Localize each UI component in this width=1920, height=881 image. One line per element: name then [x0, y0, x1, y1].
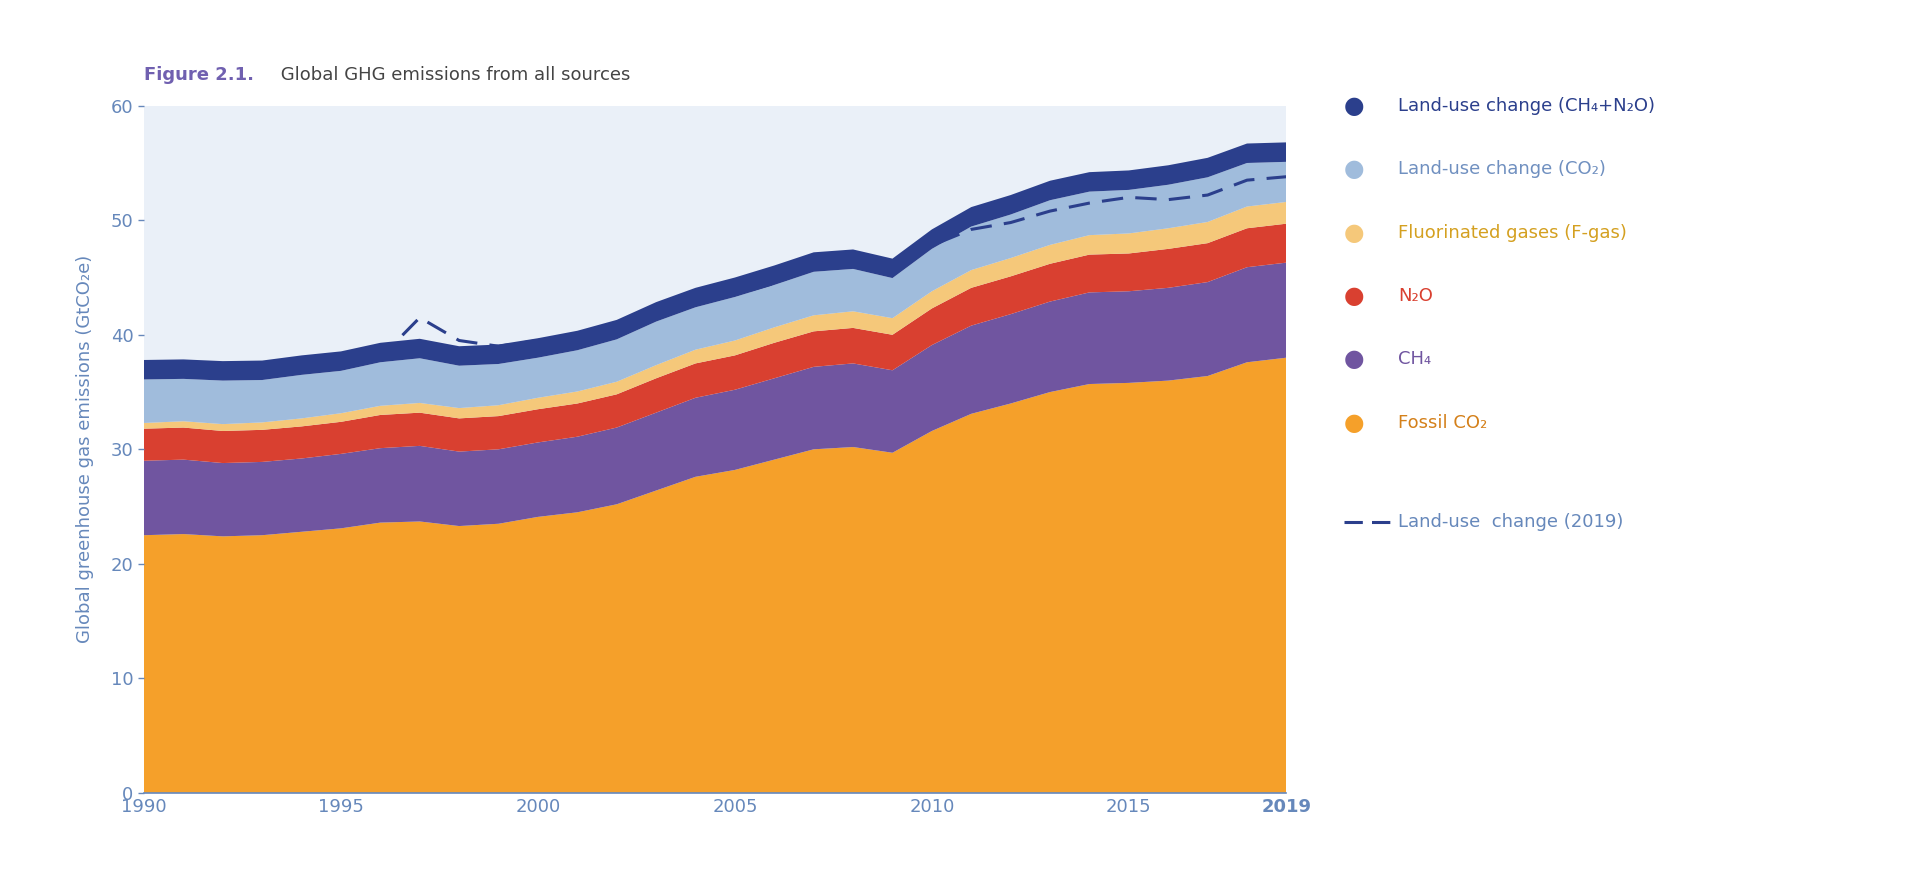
Y-axis label: Global greenhouse gas emissions (GtCO₂e): Global greenhouse gas emissions (GtCO₂e) — [77, 255, 94, 643]
Text: CH₄: CH₄ — [1398, 351, 1430, 368]
Text: Fluorinated gases (F-gas): Fluorinated gases (F-gas) — [1398, 224, 1626, 241]
Text: Fossil CO₂: Fossil CO₂ — [1398, 414, 1486, 432]
Text: Land-use change (CO₂): Land-use change (CO₂) — [1398, 160, 1605, 178]
Text: ●: ● — [1344, 411, 1365, 435]
Text: Figure 2.1.: Figure 2.1. — [144, 66, 253, 84]
Text: ●: ● — [1344, 93, 1365, 118]
Text: Global GHG emissions from all sources: Global GHG emissions from all sources — [275, 66, 630, 84]
Text: Land-use  change (2019): Land-use change (2019) — [1398, 513, 1622, 530]
Text: ●: ● — [1344, 157, 1365, 181]
Text: ●: ● — [1344, 220, 1365, 245]
Text: ●: ● — [1344, 284, 1365, 308]
Text: Land-use change (CH₄+N₂O): Land-use change (CH₄+N₂O) — [1398, 97, 1655, 115]
Text: N₂O: N₂O — [1398, 287, 1432, 305]
Text: ●: ● — [1344, 347, 1365, 372]
